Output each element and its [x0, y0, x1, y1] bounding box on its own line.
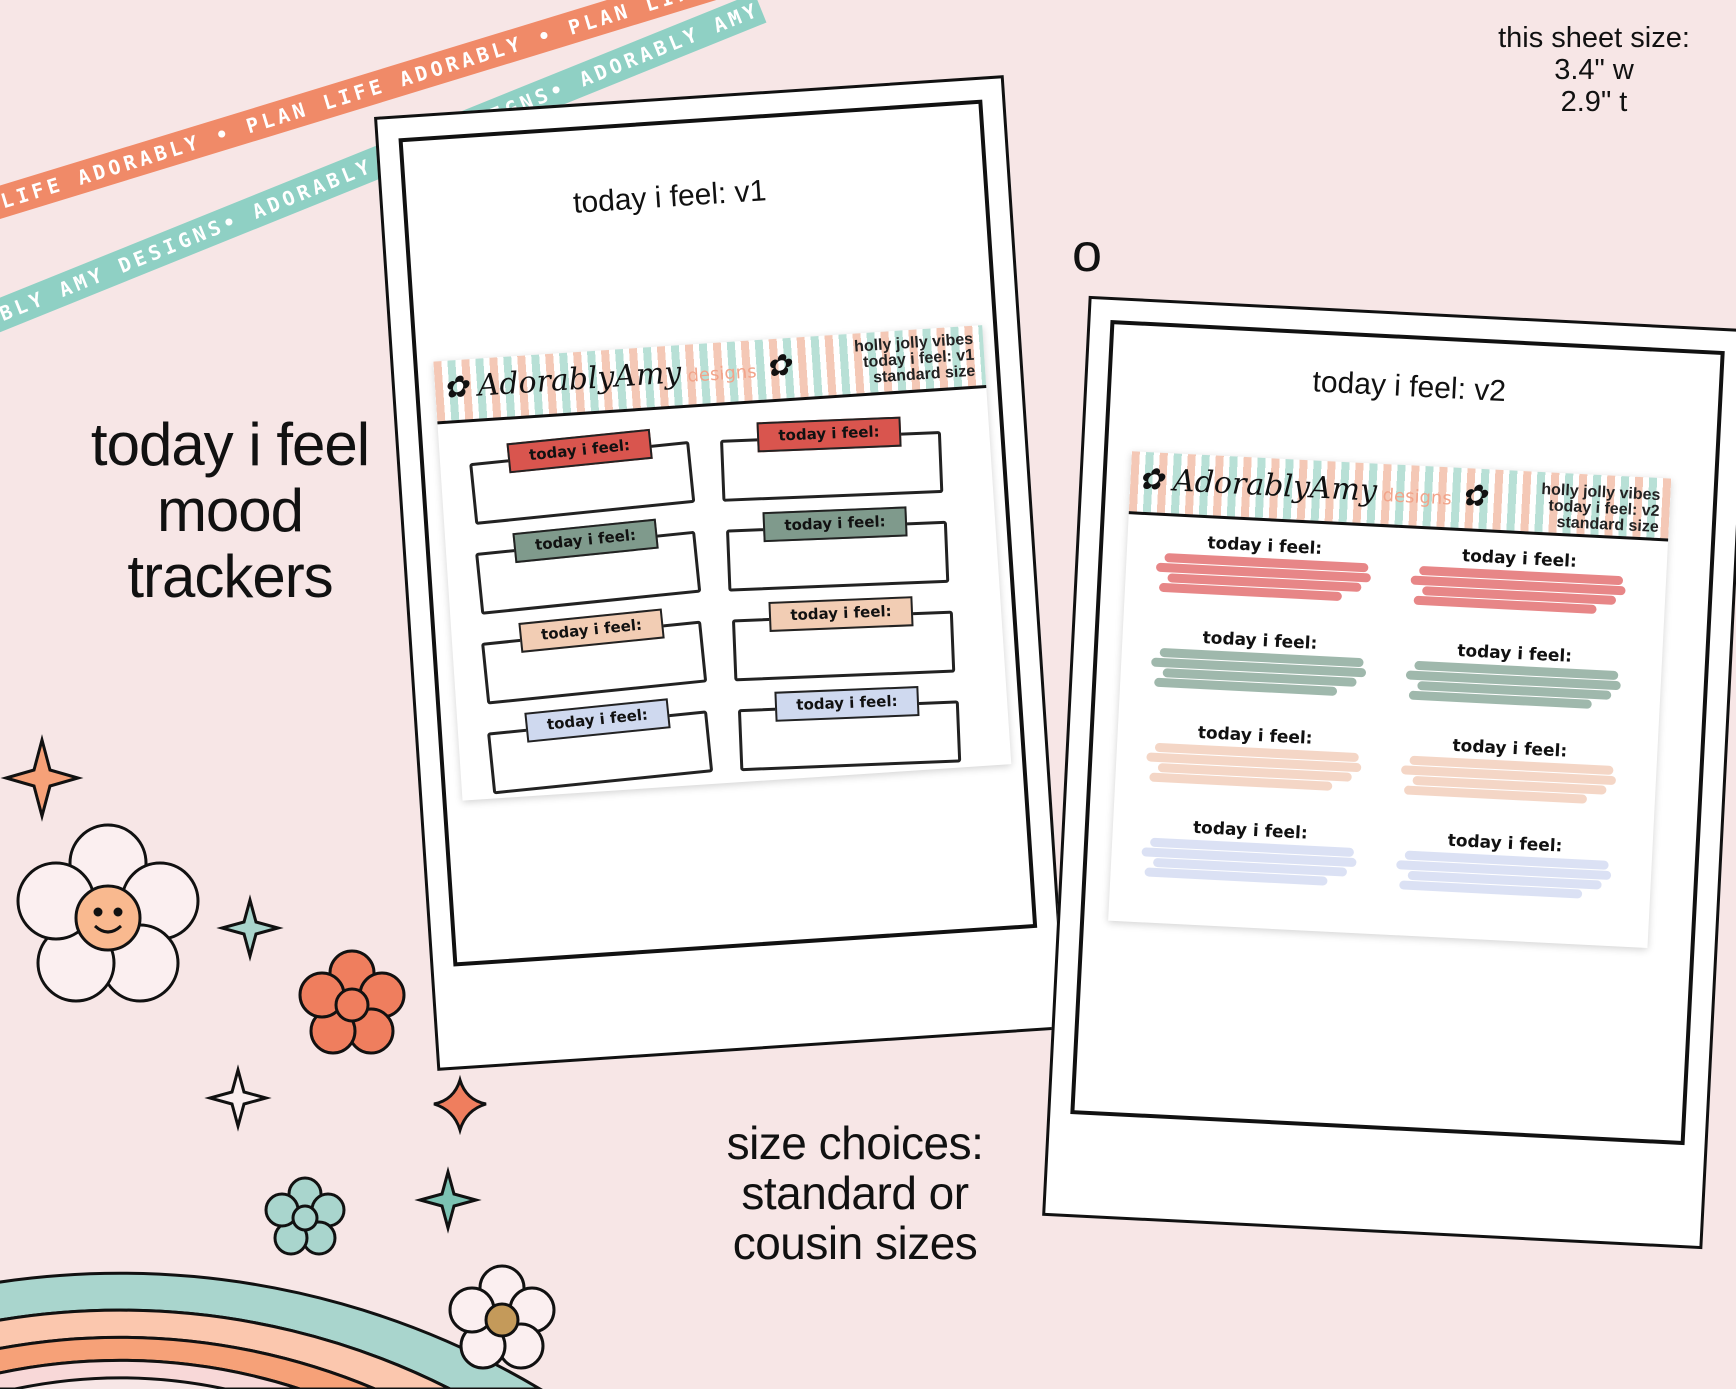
brand-logo: ✿ AdorablyAmy designs ✿ — [1137, 461, 1488, 515]
sparkle-icon — [433, 1074, 487, 1136]
sticker-sheet-v2: ✿ AdorablyAmy designs ✿ holly jolly vibes… — [1108, 451, 1672, 948]
size-choices-line1: size choices: — [726, 1117, 984, 1169]
brush-stroke-swatch — [1400, 755, 1617, 810]
mood-tracker-label: today i feel: — [768, 596, 914, 632]
orange-flower-icon — [298, 949, 406, 1055]
mood-tracker-label: today i feel: — [762, 506, 908, 543]
sheet-size-width: 3.4" w — [1554, 54, 1634, 86]
sheet-size-height: 2.9" t — [1560, 86, 1628, 118]
brush-stroke-swatch — [1395, 850, 1612, 905]
sparkle-icon — [204, 1064, 272, 1132]
sticker-sheet-v1: ✿ AdorablyAmy designs ✿ holly jolly vibes… — [433, 325, 1012, 801]
sparkle-icon — [0, 734, 84, 822]
sheet-size-line1: this sheet size: — [1498, 22, 1690, 54]
brand-logo: ✿ AdorablyAmy designs ✿ — [442, 347, 792, 406]
separator-glyph: o — [1072, 223, 1103, 283]
brush-stroke-swatch — [1155, 553, 1372, 608]
mood-tracker-label: today i feel: — [774, 686, 920, 722]
size-choices-line2: standard or — [741, 1167, 969, 1219]
white-daisy-icon — [448, 1264, 556, 1370]
sheet-size-info: this sheet size: 3.4" w 2.9" t — [1474, 22, 1714, 118]
sticker-header-text: holly jolly vibes today i feel: v2 stand… — [1540, 481, 1661, 536]
teal-flower-icon — [264, 1176, 346, 1256]
sparkle-icon — [414, 1166, 482, 1234]
brush-stroke-swatch — [1404, 660, 1621, 715]
smiley-daisy-icon — [16, 823, 200, 1003]
headline-line3: trackers — [127, 543, 333, 610]
sparkle-icon — [216, 894, 284, 962]
preview-frame-v1: today i feel: v1 ✿ AdorablyAmy designs ✿ … — [374, 75, 1067, 1071]
brush-stroke-swatch — [1409, 565, 1626, 621]
headline-line2: mood — [156, 477, 304, 544]
brush-stroke-swatch — [1145, 742, 1362, 797]
product-headline: today i feel mood trackers — [30, 412, 430, 610]
rainbow-illustration — [0, 734, 556, 1389]
brush-stroke-swatch — [1150, 647, 1367, 703]
mood-tracker-label: today i feel: — [756, 416, 902, 453]
size-choices-line3: cousin sizes — [732, 1217, 978, 1269]
sticker-header-text: holly jolly vibes today i feel: v1 stand… — [853, 330, 976, 387]
size-choices-text: size choices: standard or cousin sizes — [690, 1118, 1020, 1268]
headline-line1: today i feel — [90, 411, 370, 478]
preview-frame-v2: today i feel: v2 ✿ AdorablyAmy designs ✿ … — [1042, 295, 1736, 1250]
brush-stroke-swatch — [1140, 837, 1357, 892]
